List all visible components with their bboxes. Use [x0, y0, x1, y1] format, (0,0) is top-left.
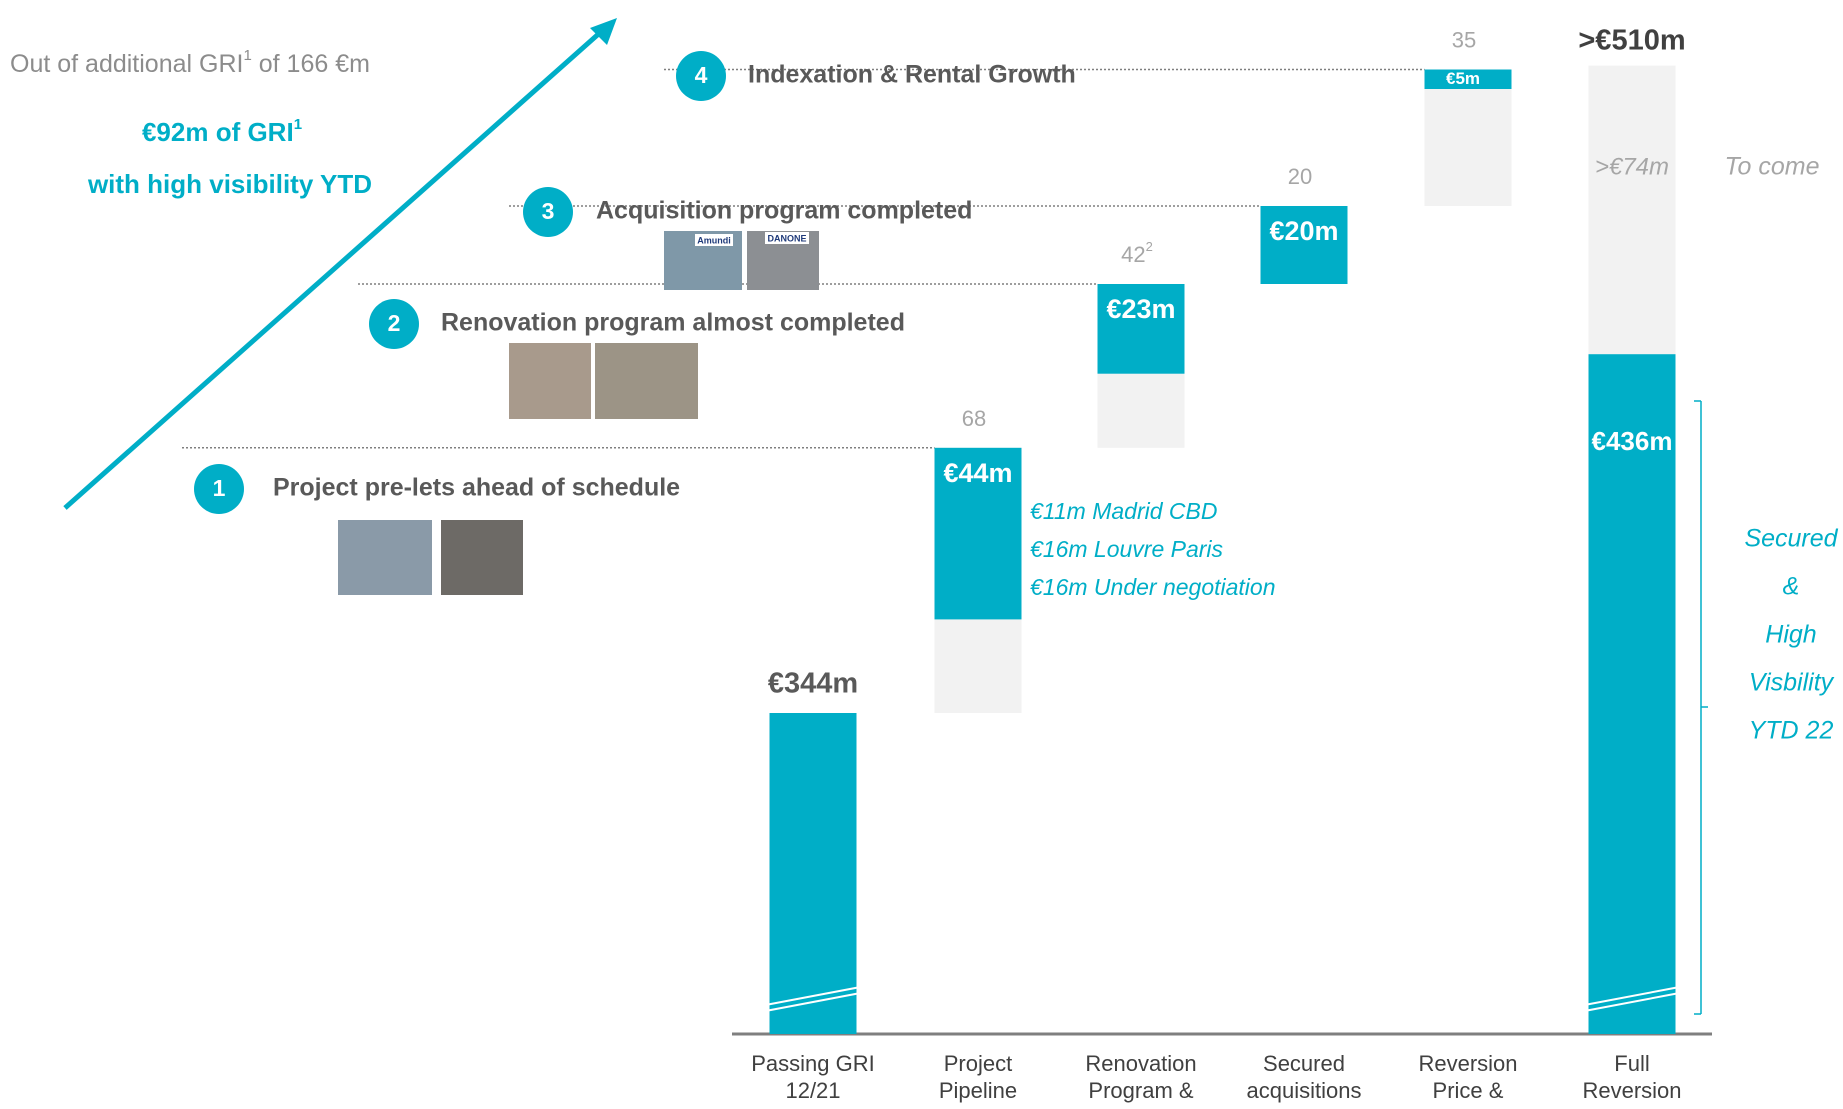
photo: [509, 343, 591, 419]
arrow-head: [590, 18, 617, 45]
step-number: 4: [695, 62, 708, 88]
total-value: 35: [1452, 27, 1476, 52]
axis-break: [765, 986, 861, 1006]
arrow-line: [63, 28, 605, 510]
bar-label: €23m: [1106, 294, 1175, 324]
total-label: 422: [1121, 239, 1153, 266]
breakdown-item: €16m Louvre Paris: [1030, 536, 1224, 562]
bar: [1424, 69, 1512, 206]
bar-label: €344m: [768, 668, 858, 700]
x-tick-label: Program &: [1088, 1078, 1193, 1103]
bar-label: >€510m: [1578, 24, 1685, 56]
bar-label: €20m: [1269, 216, 1338, 246]
bracket-label: High: [1765, 621, 1816, 649]
bar: [1588, 354, 1676, 1034]
bracket-label: &: [1783, 573, 1800, 601]
logo-text: DANONE: [767, 233, 806, 243]
total-value: 42: [1121, 242, 1145, 267]
x-tick-label: Full: [1614, 1051, 1649, 1076]
bracket-label: YTD 22: [1749, 717, 1834, 745]
photo: [441, 520, 523, 595]
bar-label: €5m: [1446, 69, 1480, 88]
total-label: 35: [1452, 27, 1476, 52]
bar-label: €436m: [1592, 426, 1673, 456]
step-badge: [194, 464, 244, 514]
bar: [1097, 284, 1185, 374]
total-label: 68: [962, 406, 986, 431]
to-come-value: >€74m: [1595, 153, 1669, 180]
header-highlight: €92m of GRI1: [142, 116, 302, 147]
x-tick-label: Reversion: [1418, 1051, 1517, 1076]
header-highlight: with high visibility YTD: [87, 169, 372, 199]
bracket-label: Secured: [1744, 525, 1838, 553]
x-tick-label: Passing GRI: [751, 1051, 875, 1076]
step-label: Project pre-lets ahead of schedule: [273, 474, 680, 502]
logo-box: [695, 234, 733, 246]
breakdown-item: €11m Madrid CBD: [1030, 498, 1217, 524]
header-line: Out of additional GRI1 of 166 €m: [10, 47, 370, 78]
bar: [1588, 65, 1676, 355]
x-tick-label: Pipeline: [939, 1078, 1017, 1103]
footnote-mark: 2: [1146, 239, 1153, 254]
total-value: 20: [1288, 164, 1312, 189]
axis-break: [1584, 986, 1680, 1006]
x-tick-label: Renovation: [1085, 1051, 1196, 1076]
step-badge: [523, 187, 573, 237]
total-value: 68: [962, 406, 986, 431]
total-label: 20: [1288, 164, 1312, 189]
bar: [1424, 69, 1512, 89]
step-badge: [369, 299, 419, 349]
step-label: Renovation program almost completed: [441, 309, 905, 337]
step-number: 3: [542, 198, 555, 224]
photo: [595, 343, 698, 419]
x-tick-label: acquisitions: [1247, 1078, 1362, 1103]
axis-break: [765, 992, 861, 1012]
bar: [769, 713, 857, 1034]
x-tick-label: Project: [944, 1051, 1012, 1076]
breakdown-item: €16m Under negotiation: [1030, 574, 1276, 600]
photo: [338, 520, 432, 595]
to-come-label: To come: [1725, 153, 1820, 181]
x-tick-label: 12/21: [785, 1078, 840, 1103]
step-badge: [676, 51, 726, 101]
logo-box: [765, 232, 809, 244]
x-tick-label: Reversion: [1582, 1078, 1681, 1103]
x-tick-label: Price &: [1433, 1078, 1504, 1103]
bar-label: €44m: [943, 458, 1012, 488]
bar: [1260, 206, 1348, 284]
step-label: Acquisition program completed: [596, 197, 972, 225]
step-label: Indexation & Rental Growth: [748, 61, 1076, 89]
axis-break: [1584, 992, 1680, 1012]
step-number: 1: [213, 475, 226, 501]
x-tick-label: Secured: [1263, 1051, 1345, 1076]
bar: [934, 447, 1022, 620]
step-number: 2: [388, 310, 401, 336]
bracket-label: Visbility: [1749, 669, 1835, 697]
logo-text: Amundi: [697, 235, 731, 245]
